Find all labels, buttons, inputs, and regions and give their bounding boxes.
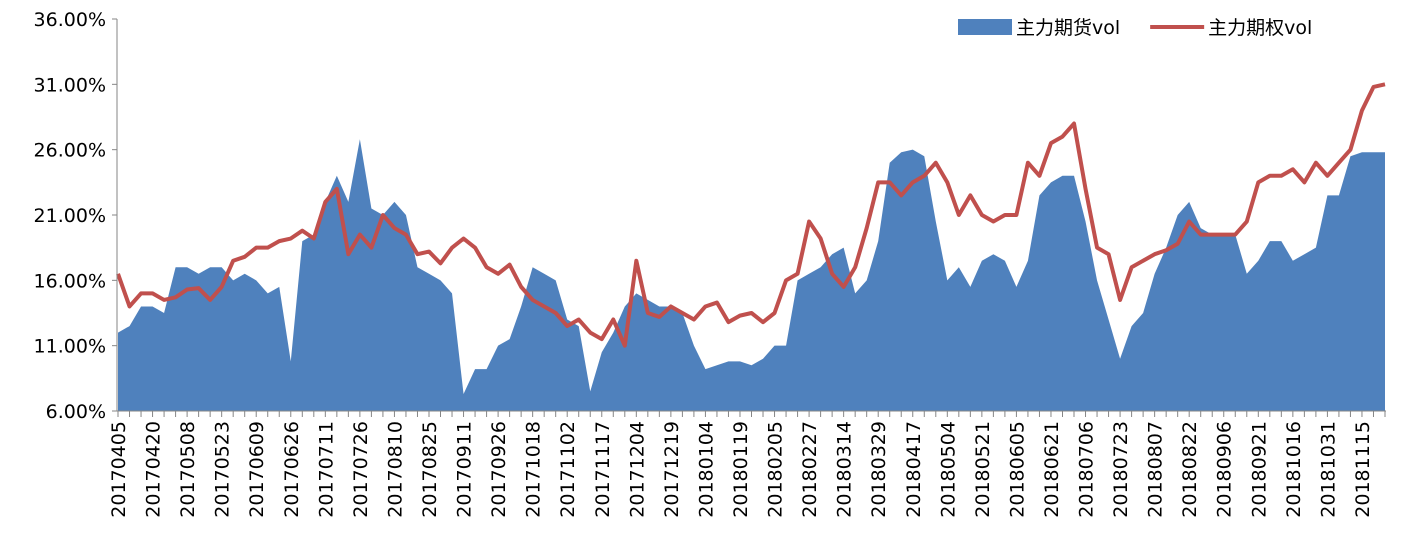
x-tick-label: 20180723 — [1110, 421, 1132, 518]
legend-label: 主力期权vol — [1208, 17, 1312, 39]
x-tick-label: 20180621 — [1041, 421, 1063, 518]
y-tick-label: 11.00% — [34, 336, 106, 358]
x-tick-label: 20170926 — [488, 421, 510, 518]
x-tick-label: 20181031 — [1317, 421, 1339, 518]
x-tick-label: 20170726 — [350, 421, 372, 518]
x-tick-label: 20170420 — [143, 421, 165, 518]
y-tick-label: 26.00% — [34, 140, 106, 162]
x-tick-label: 20180605 — [1006, 421, 1028, 518]
x-tick-label: 20170405 — [108, 421, 130, 518]
x-tick-label: 20180807 — [1145, 421, 1167, 518]
x-tick-label: 20170626 — [281, 421, 303, 518]
x-tick-label: 20170911 — [454, 421, 476, 518]
x-tick-label: 20180205 — [765, 421, 787, 518]
x-tick-label: 20170523 — [212, 421, 234, 518]
legend-label: 主力期货vol — [1016, 17, 1120, 39]
x-tick-label: 20180521 — [972, 421, 994, 518]
y-tick-label: 31.00% — [34, 74, 106, 96]
x-tick-label: 20170825 — [419, 421, 441, 518]
x-tick-label: 20181115 — [1352, 421, 1374, 518]
x-tick-label: 20171117 — [592, 421, 614, 518]
x-tick-label: 20180417 — [903, 421, 925, 518]
x-tick-label: 20170810 — [384, 421, 406, 518]
x-tick-label: 20180329 — [868, 421, 890, 518]
x-tick-label: 20170711 — [315, 421, 337, 518]
x-tick-label: 20171204 — [626, 421, 648, 518]
y-tick-label: 6.00% — [46, 401, 106, 423]
x-tick-label: 20180104 — [695, 421, 717, 518]
legend-swatch — [958, 19, 1012, 35]
x-tick-label: 20180119 — [730, 421, 752, 518]
x-tick-label: 20170508 — [177, 421, 199, 518]
x-tick-label: 20170609 — [246, 421, 268, 518]
x-tick-label: 20171102 — [557, 421, 579, 518]
x-tick-label: 20171018 — [523, 421, 545, 518]
x-tick-label: 20180504 — [937, 421, 959, 518]
x-tick-label: 20180822 — [1179, 421, 1201, 518]
area-series — [118, 139, 1385, 412]
x-tick-label: 20171219 — [661, 421, 683, 518]
y-tick-label: 36.00% — [34, 9, 106, 31]
x-tick-label: 20180227 — [799, 421, 821, 518]
line-series — [116, 82, 1386, 348]
x-tick-label: 20180706 — [1076, 421, 1098, 518]
x-tick-label: 20180906 — [1214, 421, 1236, 518]
y-tick-label: 16.00% — [34, 270, 106, 292]
x-tick-label: 20180314 — [834, 421, 856, 518]
y-tick-label: 21.00% — [34, 205, 106, 227]
x-tick-label: 20180921 — [1248, 421, 1270, 518]
x-tick-label: 20181016 — [1283, 421, 1305, 518]
